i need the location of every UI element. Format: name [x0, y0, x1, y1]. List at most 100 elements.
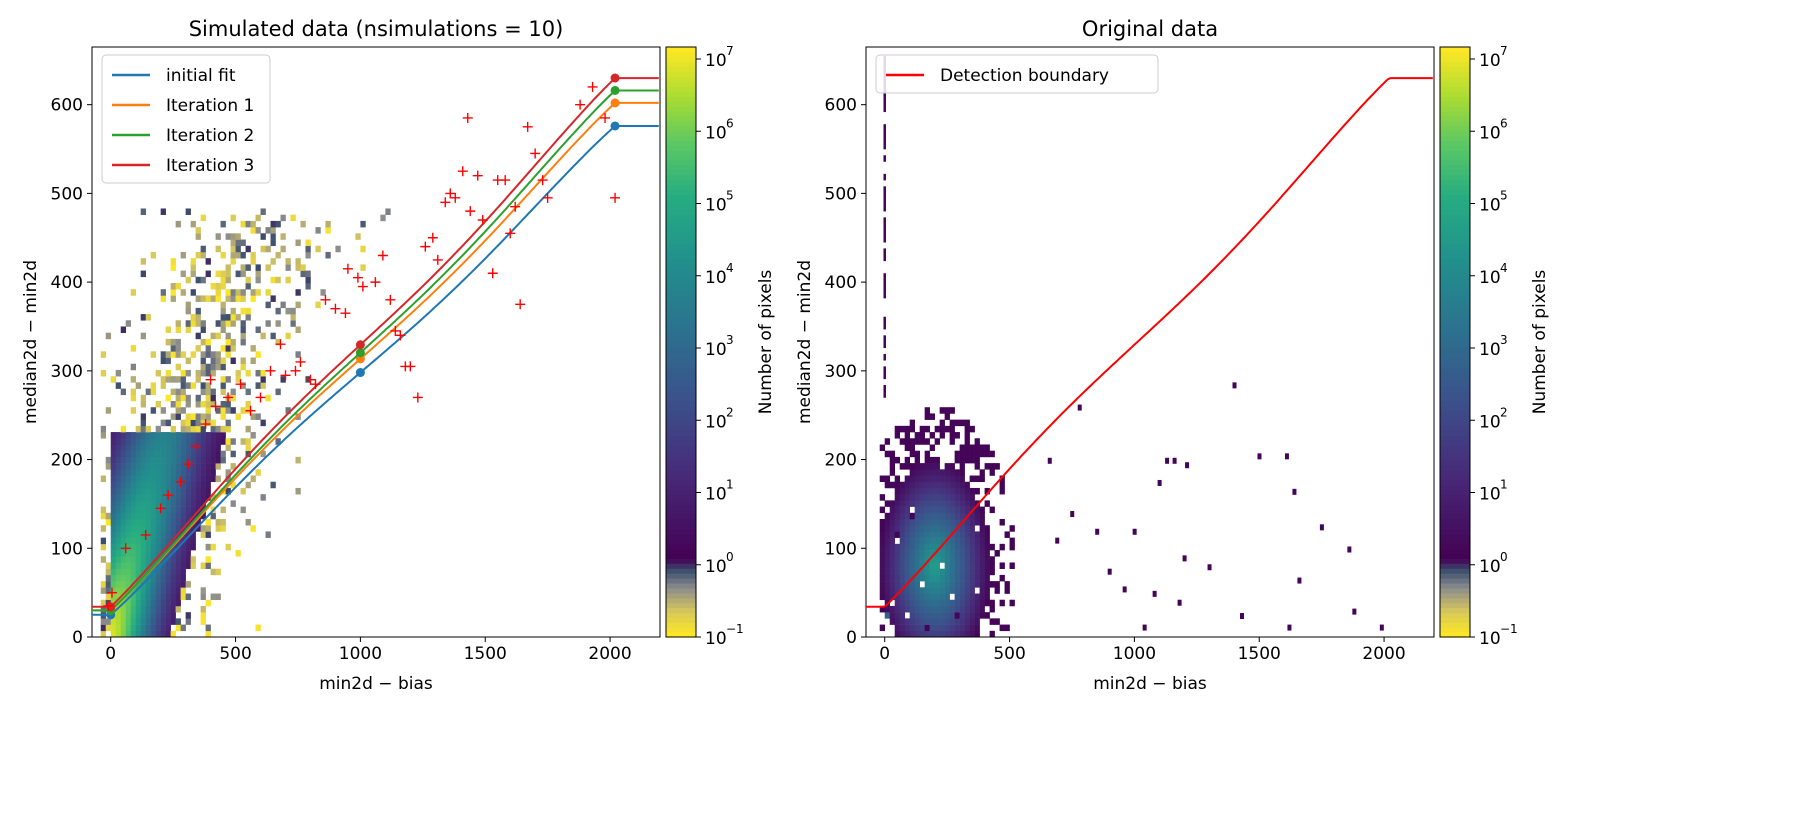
heatmap-cell [984, 463, 990, 470]
heatmap-cell [130, 487, 136, 495]
heatmap-cell [954, 612, 960, 619]
heatmap-cell [220, 314, 226, 321]
heatmap-cell [115, 438, 122, 445]
heatmap-cell [944, 624, 950, 632]
colorbar-segment [1440, 568, 1470, 574]
heatmap-cell [150, 574, 156, 582]
heatmap-cell [205, 543, 211, 551]
heatmap-cell [105, 463, 112, 470]
heatmap-cell [883, 198, 886, 206]
heatmap-cell [160, 574, 166, 582]
colorbar-segment [1440, 351, 1470, 358]
heatmap-cell [140, 562, 146, 569]
heatmap-cell [265, 264, 271, 271]
heatmap-cell [924, 605, 930, 613]
heatmap-cell [904, 605, 910, 613]
heatmap-cell [974, 444, 980, 451]
heatmap-cell [180, 512, 186, 520]
heatmap-cell [200, 388, 206, 396]
heatmap-cell [205, 525, 211, 532]
colorbar-segment [666, 361, 696, 368]
outlier-marker [370, 277, 381, 288]
heatmap-cell [125, 475, 131, 483]
heatmap-cell [240, 487, 246, 495]
heatmap-cell [924, 463, 930, 470]
heatmap-cell [325, 220, 331, 228]
heatmap-cell [250, 475, 256, 483]
heatmap-cell [170, 605, 176, 613]
colorbar-segment [1440, 504, 1470, 510]
heatmap-cell [170, 456, 176, 464]
heatmap-cell [894, 432, 901, 439]
heatmap-cell [220, 326, 226, 333]
heatmap-cell [135, 438, 141, 445]
heatmap-cell [974, 450, 980, 458]
colorbar-segment [666, 115, 696, 122]
heatmap-cell [160, 500, 166, 507]
heatmap-cell [230, 258, 236, 265]
heatmap-cell [255, 624, 261, 632]
heatmap-cell [100, 556, 107, 563]
heatmap-cell [924, 556, 930, 563]
heatmap-cell [180, 382, 186, 389]
colorbar-segment [666, 519, 696, 525]
y-tick-label: 400 [51, 273, 83, 293]
heatmap-cell [984, 550, 990, 557]
heatmap-cell [120, 531, 127, 538]
heatmap-cell [215, 270, 221, 278]
heatmap-cell [190, 487, 196, 495]
heatmap-cell [919, 630, 925, 638]
heatmap-cell [225, 419, 231, 427]
colorbar-tick-exponent: 3 [726, 333, 734, 347]
heatmap-cell [914, 500, 920, 507]
heatmap-cell [240, 332, 246, 340]
heatmap-cell [974, 599, 980, 607]
colorbar-segment [1440, 307, 1470, 314]
heatmap-cell [255, 264, 261, 271]
heatmap-cell [984, 599, 990, 607]
heatmap-cell [285, 276, 291, 284]
heatmap-cell [210, 363, 216, 371]
outlier-marker [500, 175, 511, 186]
chart-title: Simulated data (nsimulations = 10) [189, 17, 564, 41]
heatmap-cell [115, 444, 122, 451]
colorbar-segment [1440, 474, 1470, 481]
heatmap-cell [180, 463, 186, 470]
heatmap-cell [185, 307, 191, 315]
heatmap-cell [934, 568, 940, 576]
heatmap-cell [215, 332, 221, 340]
outlier-marker [600, 112, 611, 123]
colorbar-segment [666, 514, 696, 520]
colorbar-segment [1440, 120, 1470, 127]
colorbar-segment [666, 194, 696, 201]
heatmap-cell [883, 372, 886, 380]
colorbar-tick-exponent: −1 [1500, 622, 1518, 636]
heatmap-cell [110, 450, 117, 458]
heatmap-cell [904, 463, 910, 470]
heatmap-cell [145, 456, 151, 464]
heatmap-cell [959, 512, 965, 520]
heatmap-cell [220, 363, 226, 371]
heatmap-cell [110, 432, 117, 439]
heatmap-cell [919, 550, 925, 557]
colorbar-segment [666, 410, 696, 417]
heatmap-cell [115, 587, 122, 594]
heatmap-cell [195, 475, 201, 483]
colorbar-segment [666, 573, 696, 579]
colorbar-segment [1440, 578, 1470, 584]
heatmap-cell [190, 475, 196, 483]
heatmap-cell [100, 475, 107, 483]
colorbar-segment [1440, 96, 1470, 102]
heatmap-cell [954, 512, 960, 520]
heatmap-cell [150, 456, 156, 464]
right-legend: Detection boundary [875, 54, 1159, 94]
heatmap-cell [215, 295, 221, 302]
outlier-marker [200, 419, 211, 430]
heatmap-cell [215, 450, 221, 458]
heatmap-cell [295, 239, 301, 247]
heatmap-cell [155, 612, 161, 619]
heatmap-cell [140, 618, 146, 625]
heatmap-cell [180, 270, 186, 278]
colorbar-segment [666, 420, 696, 427]
